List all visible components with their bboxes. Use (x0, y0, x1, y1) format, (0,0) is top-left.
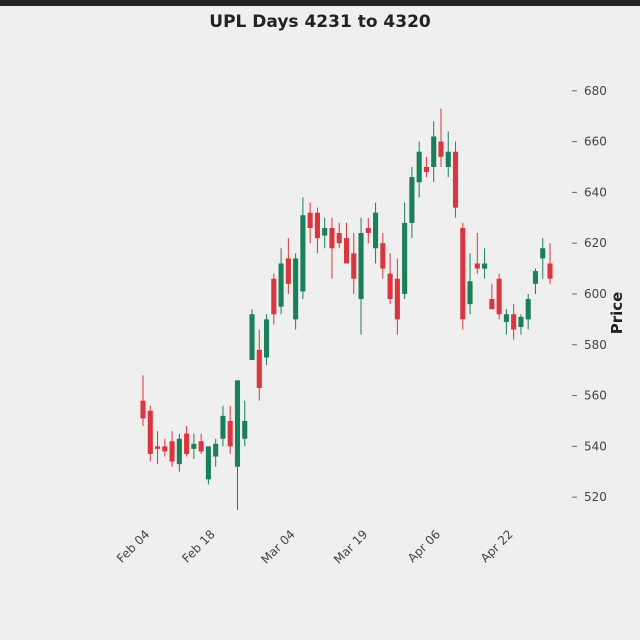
candle-body (394, 278, 400, 320)
candle-body (264, 319, 270, 358)
candle-body (496, 278, 502, 315)
candle-body (416, 151, 422, 183)
candle-body (445, 151, 451, 167)
y-tick-label: 540 (584, 439, 607, 453)
y-tick-label: 620 (584, 236, 607, 250)
candle-body (547, 263, 553, 279)
candle-body (482, 263, 488, 269)
candle-body (423, 166, 429, 173)
candle-body (293, 258, 299, 320)
candle-body (532, 271, 539, 284)
candle-body (227, 420, 233, 447)
candle-body (460, 227, 466, 320)
candle-body (300, 215, 306, 292)
candle-body (198, 441, 204, 452)
chart-title: UPL Days 4231 to 4320 (209, 12, 431, 32)
candle-body (154, 446, 161, 449)
y-tick-label: 520 (584, 490, 607, 504)
candle-body (205, 446, 211, 480)
candle-body (438, 141, 444, 157)
candle-body (358, 233, 364, 300)
candle-body (213, 443, 219, 457)
candle-body (380, 243, 386, 269)
candle-body (220, 415, 226, 439)
candle-body (169, 441, 175, 462)
candle-body (184, 433, 190, 454)
candle-body (322, 227, 328, 236)
candle-body (278, 263, 284, 307)
y-tick-label: 600 (584, 287, 607, 301)
candle-body (409, 177, 415, 223)
candle-body (176, 438, 182, 465)
y-tick-label: 560 (584, 389, 607, 403)
candle-body (373, 212, 379, 249)
candle-body (489, 299, 495, 310)
candle-body (191, 443, 197, 449)
y-tick-label: 660 (584, 135, 607, 149)
candle-body (387, 273, 393, 300)
candle-body (285, 258, 291, 284)
candle-body (365, 227, 371, 234)
y-tick-label: 580 (584, 338, 607, 352)
candle-body (271, 278, 277, 315)
candle-body (402, 222, 408, 294)
y-tick-label: 640 (584, 185, 607, 199)
candle-body (431, 136, 437, 167)
candle-body (249, 314, 255, 360)
y-axis-label: Price (608, 292, 626, 335)
top-bar (0, 0, 640, 6)
candle-body (147, 410, 153, 454)
candle-body (314, 212, 320, 239)
candle-body (540, 248, 546, 259)
candle-body (503, 314, 509, 322)
candle-body (351, 253, 357, 279)
candle-body (467, 281, 473, 305)
candle-body (474, 263, 480, 269)
candle-body (525, 299, 531, 320)
candle-body (452, 151, 459, 208)
y-tick-label: 680 (584, 84, 607, 98)
candle-body (234, 380, 241, 467)
candle-body (162, 446, 168, 452)
candle-body (343, 238, 350, 264)
candle-body (242, 420, 248, 439)
candle-body (329, 227, 335, 249)
candle-body (140, 400, 146, 419)
candle-body (336, 233, 342, 244)
candle-body (511, 314, 517, 330)
candle-body (307, 212, 313, 228)
candle-body (256, 349, 262, 388)
candle-body (518, 316, 524, 327)
